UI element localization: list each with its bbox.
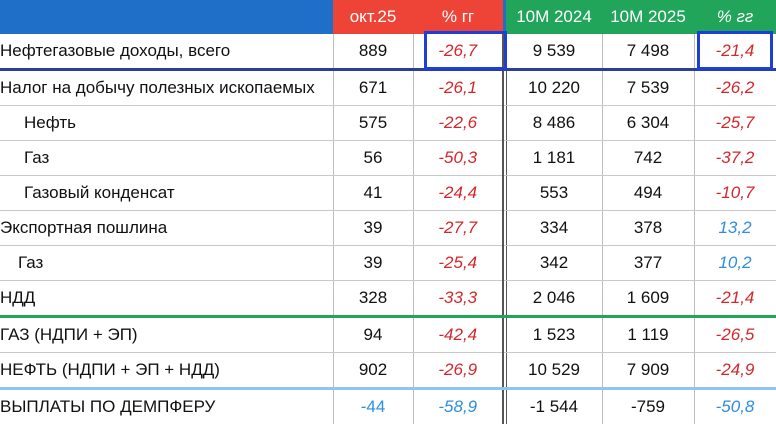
month-yoy: -26,7 xyxy=(413,34,504,71)
month-yoy: -25,4 xyxy=(413,245,504,281)
column-divider xyxy=(502,280,507,318)
table-row: Налог на добычу полезных ископаемых 671 … xyxy=(0,69,776,106)
ytd-2025-value: 6 304 xyxy=(602,105,695,141)
ytd-yoy: -21,4 xyxy=(694,280,776,318)
ytd-2025-value: 742 xyxy=(602,140,695,176)
table-row: НДД 328 -33,3 2 046 1 609 -21,4 xyxy=(0,280,776,318)
month-yoy: -33,3 xyxy=(413,280,504,318)
ytd-2024-value: 334 xyxy=(506,210,603,246)
table-row: Нефть 575 -22,6 8 486 6 304 -25,7 xyxy=(0,105,776,141)
ytd-yoy: -21,4 xyxy=(694,34,776,71)
column-divider xyxy=(502,69,507,106)
month-yoy: -26,1 xyxy=(413,69,504,106)
month-value: 39 xyxy=(333,210,414,246)
ytd-yoy: 13,2 xyxy=(694,210,776,246)
ytd-2024-value: 553 xyxy=(506,175,603,211)
month-value: -44 xyxy=(333,388,414,424)
ytd-2024-value: 2 046 xyxy=(506,280,603,318)
month-yoy: -58,9 xyxy=(413,388,504,424)
header-ytd-band xyxy=(506,0,776,34)
table-row: Газ 39 -25,4 342 377 10,2 xyxy=(0,245,776,281)
ytd-yoy: -50,8 xyxy=(694,388,776,424)
ytd-2025-value: 7 498 xyxy=(602,34,695,71)
row-label: Экспортная пошлина xyxy=(0,210,334,246)
month-value: 56 xyxy=(333,140,414,176)
ytd-yoy: -26,5 xyxy=(694,316,776,353)
ytd-2024-value: 10 529 xyxy=(506,352,603,390)
row-label: Газовый конденсат xyxy=(0,175,334,211)
ytd-2025-value: 7 909 xyxy=(602,352,695,390)
month-yoy: -50,3 xyxy=(413,140,504,176)
month-value: 671 xyxy=(333,69,414,106)
row-label: Нефтегазовые доходы, всего xyxy=(0,34,334,71)
month-value: 328 xyxy=(333,280,414,318)
ytd-2025-value: -759 xyxy=(602,388,695,424)
month-value: 889 xyxy=(333,34,414,71)
ytd-2024-value: -1 544 xyxy=(506,388,603,424)
ytd-yoy: -26,2 xyxy=(694,69,776,106)
row-label: Газ xyxy=(0,140,334,176)
ytd-2025-value: 1 119 xyxy=(602,316,695,353)
column-divider xyxy=(502,140,507,176)
month-value: 575 xyxy=(333,105,414,141)
ytd-2025-value: 7 539 xyxy=(602,69,695,106)
header-label-band xyxy=(0,0,333,34)
column-divider xyxy=(502,316,507,353)
month-value: 94 xyxy=(333,316,414,353)
row-label: ВЫПЛАТЫ ПО ДЕМПФЕРУ xyxy=(0,388,334,424)
month-yoy: -27,7 xyxy=(413,210,504,246)
month-yoy: -22,6 xyxy=(413,105,504,141)
row-label: НДД xyxy=(0,280,334,318)
ytd-2024-value: 1 523 xyxy=(506,316,603,353)
column-divider xyxy=(502,175,507,211)
table-row: Нефтегазовые доходы, всего 889 -26,7 9 5… xyxy=(0,34,776,71)
ytd-yoy: -37,2 xyxy=(694,140,776,176)
ytd-2024-value: 9 539 xyxy=(506,34,603,71)
month-yoy: -24,4 xyxy=(413,175,504,211)
row-label: Газ xyxy=(0,245,334,281)
header-10m-2024: 10M 2024 xyxy=(516,7,592,26)
ytd-2024-value: 1 181 xyxy=(506,140,603,176)
row-label: ГАЗ (НДПИ + ЭП) xyxy=(0,316,334,353)
month-yoy: -42,4 xyxy=(413,316,504,353)
month-value: 41 xyxy=(333,175,414,211)
ytd-2025-value: 378 xyxy=(602,210,695,246)
header-yoy-ytd: % гг xyxy=(716,7,754,26)
row-label: Нефть xyxy=(0,105,334,141)
column-divider xyxy=(502,388,507,424)
column-divider xyxy=(502,210,507,246)
month-yoy: -26,9 xyxy=(413,352,504,390)
ytd-2025-value: 494 xyxy=(602,175,695,211)
table-row: Газовый конденсат 41 -24,4 553 494 -10,7 xyxy=(0,175,776,211)
header-separator xyxy=(503,0,506,34)
column-divider xyxy=(502,245,507,281)
row-label: НЕФТЬ (НДПИ + ЭП + НДД) xyxy=(0,352,334,390)
table-row: Экспортная пошлина 39 -27,7 334 378 13,2 xyxy=(0,210,776,246)
header-yoy-month: % гг xyxy=(441,7,475,26)
column-divider xyxy=(502,105,507,141)
table-row: ВЫПЛАТЫ ПО ДЕМПФЕРУ -44 -58,9 -1 544 -75… xyxy=(0,388,776,424)
ytd-yoy: -24,9 xyxy=(694,352,776,390)
row-label: Налог на добычу полезных ископаемых xyxy=(0,69,334,106)
header-month: окт.25 xyxy=(349,7,397,26)
month-value: 39 xyxy=(333,245,414,281)
table-row: ГАЗ (НДПИ + ЭП) 94 -42,4 1 523 1 119 -26… xyxy=(0,316,776,353)
ytd-yoy: -10,7 xyxy=(694,175,776,211)
revenue-table: Нефтегазовые доходы, всего 889 -26,7 9 5… xyxy=(0,34,776,424)
ytd-2024-value: 342 xyxy=(506,245,603,281)
ytd-2024-value: 10 220 xyxy=(506,69,603,106)
ytd-2024-value: 8 486 xyxy=(506,105,603,141)
ytd-yoy: 10,2 xyxy=(694,245,776,281)
ytd-2025-value: 1 609 xyxy=(602,280,695,318)
table-row: Газ 56 -50,3 1 181 742 -37,2 xyxy=(0,140,776,176)
header-month-band xyxy=(333,0,503,34)
month-value: 902 xyxy=(333,352,414,390)
column-divider xyxy=(502,352,507,390)
header-10m-2025: 10M 2025 xyxy=(610,7,686,26)
ytd-yoy: -25,7 xyxy=(694,105,776,141)
table-row: НЕФТЬ (НДПИ + ЭП + НДД) 902 -26,9 10 529… xyxy=(0,352,776,390)
ytd-2025-value: 377 xyxy=(602,245,695,281)
